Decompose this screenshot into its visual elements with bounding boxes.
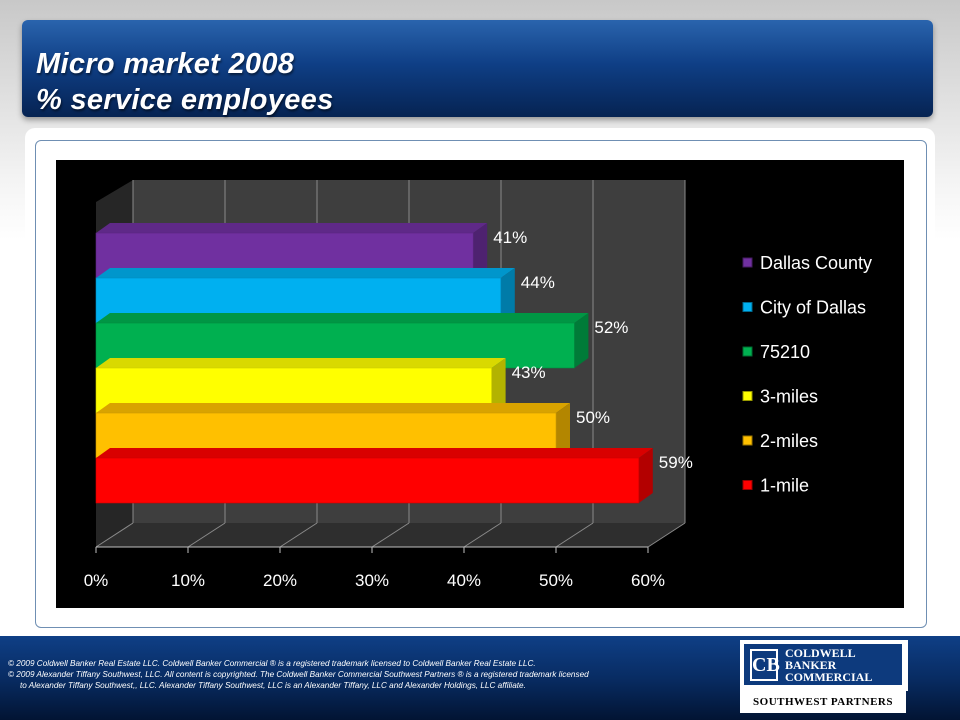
bar-value-label: 52% bbox=[594, 318, 628, 337]
x-tick-label: 30% bbox=[355, 571, 389, 590]
bar-top-face bbox=[96, 223, 488, 233]
legend-swatch bbox=[742, 346, 753, 357]
legend-swatch bbox=[742, 391, 753, 401]
slide-title-line1: Micro market 2008 bbox=[36, 48, 295, 80]
slide-title-line2: % service employees bbox=[36, 84, 334, 116]
title-bar: Micro market 2008 % service employees bbox=[22, 20, 933, 117]
logo-mark-icon: CB bbox=[750, 649, 780, 681]
bar-value-label: 43% bbox=[512, 363, 546, 382]
legend-label: 3-miles bbox=[760, 387, 818, 407]
bar-end-face bbox=[556, 403, 570, 458]
x-tick-label: 0% bbox=[84, 571, 109, 590]
legend-swatch bbox=[742, 302, 753, 312]
bar-value-label: 44% bbox=[521, 273, 555, 292]
legend-label: 75210 bbox=[760, 342, 810, 362]
legend-label: 1-mile bbox=[760, 476, 809, 496]
x-tick-label: 20% bbox=[263, 571, 297, 590]
bar-value-label: 50% bbox=[576, 408, 610, 427]
bar-end-face bbox=[638, 448, 653, 503]
copyright-line-3: to Alexander Tiffany Southwest,, LLC. Al… bbox=[20, 681, 526, 690]
floor-gridline bbox=[647, 522, 686, 548]
logo-word-1: COLDWELL bbox=[785, 646, 856, 660]
chart-area: 41% 44% 52% 43% 50% 59% 0% 10% 20% 30% 40% 50% 60% Da… bbox=[56, 160, 904, 608]
logo-background: CB COLDWELL BANKER COMMERCIAL bbox=[744, 644, 902, 685]
bar-value-label: 41% bbox=[493, 228, 527, 247]
copyright-notice: © 2009 Coldwell Banker Real Estate LLC. … bbox=[8, 658, 733, 691]
floor-gridline bbox=[279, 522, 318, 548]
bar-end-face bbox=[491, 358, 506, 413]
bar-end-face bbox=[574, 313, 589, 368]
floor-gridline bbox=[187, 522, 226, 548]
bar-value-label: 59% bbox=[659, 453, 693, 472]
bar-top-face bbox=[96, 448, 653, 458]
logo-subtitle: SOUTHWEST PARTNERS bbox=[740, 691, 906, 713]
floor-gridline bbox=[555, 522, 594, 548]
bar-top-face bbox=[96, 358, 506, 368]
copyright-line-1: © 2009 Coldwell Banker Real Estate LLC. … bbox=[8, 659, 536, 668]
x-tick-label: 40% bbox=[447, 571, 481, 590]
legend-swatch bbox=[742, 257, 753, 268]
floor-gridline bbox=[463, 522, 502, 548]
logo-word-3: COMMERCIAL bbox=[785, 670, 873, 684]
logo-wordmark: COLDWELL BANKER COMMERCIAL bbox=[785, 647, 872, 683]
bar-end-face bbox=[500, 268, 515, 323]
legend-swatch bbox=[742, 435, 753, 446]
x-tick-label: 50% bbox=[539, 571, 573, 590]
bar-top-face bbox=[96, 268, 515, 278]
floor-gridline bbox=[371, 522, 410, 548]
company-logo: CB COLDWELL BANKER COMMERCIAL bbox=[740, 640, 908, 691]
bar-top-face bbox=[96, 313, 589, 323]
bar-end-face bbox=[473, 223, 488, 278]
legend-label: 2-miles bbox=[760, 431, 818, 451]
bar bbox=[95, 457, 640, 504]
x-tick-label: 60% bbox=[631, 571, 665, 590]
legend-label: Dallas County bbox=[760, 253, 872, 273]
copyright-line-2: © 2009 Alexander Tiffany Southwest, LLC.… bbox=[8, 670, 589, 679]
logo-word-2: BANKER bbox=[785, 658, 837, 672]
bar-chart: 41% 44% 52% 43% 50% 59% 0% 10% 20% 30% 40% 50% 60% Da… bbox=[84, 180, 872, 590]
legend-swatch bbox=[742, 480, 753, 490]
bar-top-face bbox=[96, 403, 570, 413]
legend-label: City of Dallas bbox=[760, 298, 866, 318]
floor-gridline bbox=[95, 522, 134, 548]
x-tick-label: 10% bbox=[171, 571, 205, 590]
